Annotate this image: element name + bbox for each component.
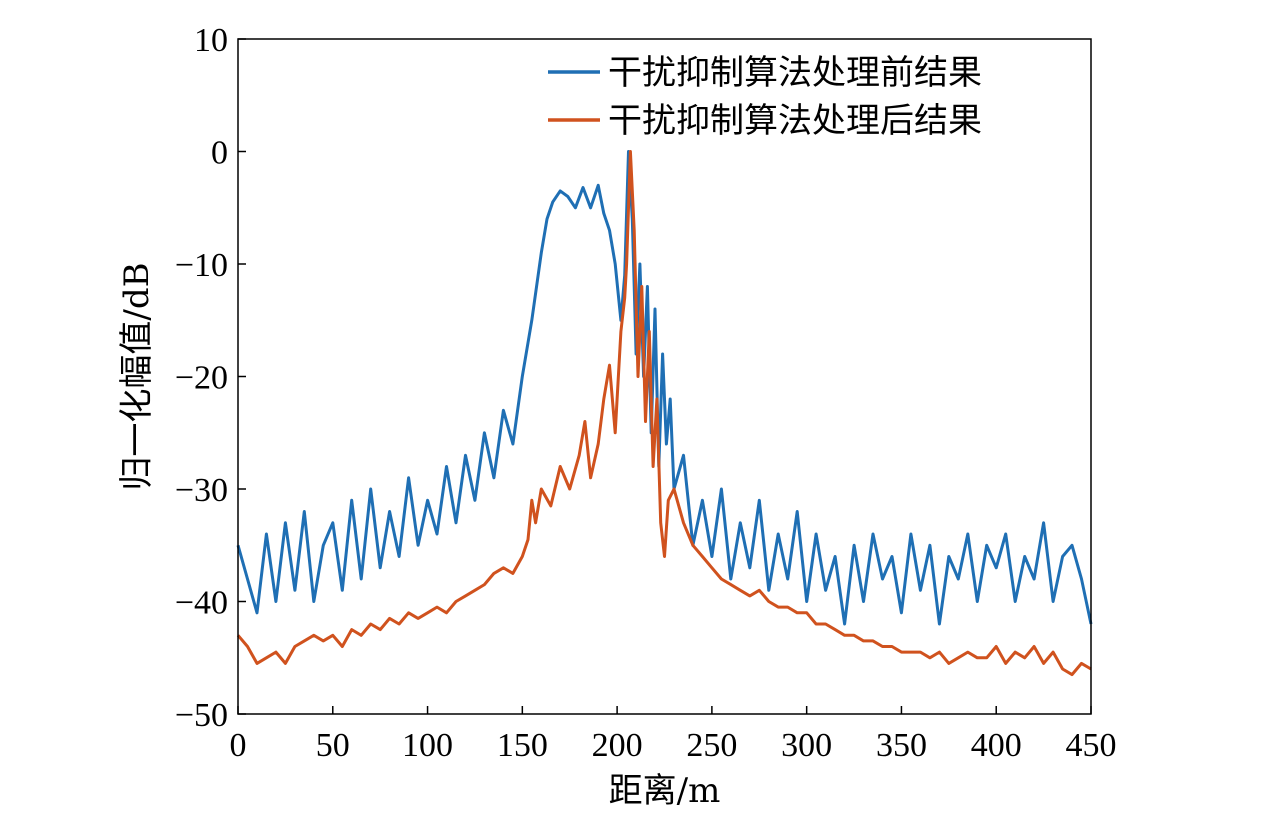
x-tick-label: 150	[497, 727, 548, 764]
y-tick-label: −20	[175, 360, 228, 397]
axis-ticks: 0 50 100 150 200 250 300 350 400 450100−10−20−30−…	[175, 22, 1117, 764]
x-tick-label: 450	[1066, 727, 1117, 764]
x-tick-label: 350	[876, 727, 927, 764]
y-tick-label: −10	[175, 247, 228, 284]
y-axis-label: 归一化幅值/dB	[117, 262, 157, 490]
series-line-2	[236, 150, 1092, 677]
x-tick-label: 250	[686, 727, 737, 764]
y-tick-label: −30	[175, 472, 228, 509]
x-tick-label: 400	[971, 727, 1022, 764]
x-tick-label: 0	[230, 727, 247, 764]
y-tick-label: 10	[194, 22, 228, 59]
legend-label-2: 干扰抑制算法处理后结果	[608, 101, 982, 141]
x-tick-label: 200	[592, 727, 643, 764]
x-tick-label: 100	[402, 727, 453, 764]
y-tick-label: 0	[211, 135, 228, 172]
x-axis-label: 距离/m	[609, 771, 721, 811]
plot-lines	[236, 150, 1093, 677]
x-tick-label: 300	[781, 727, 832, 764]
legend-label-1: 干扰抑制算法处理前结果	[608, 53, 982, 93]
y-tick-label: −40	[175, 585, 228, 622]
series-line-1	[236, 150, 1093, 626]
x-tick-label: 50	[316, 727, 350, 764]
y-tick-label: −50	[175, 697, 228, 734]
